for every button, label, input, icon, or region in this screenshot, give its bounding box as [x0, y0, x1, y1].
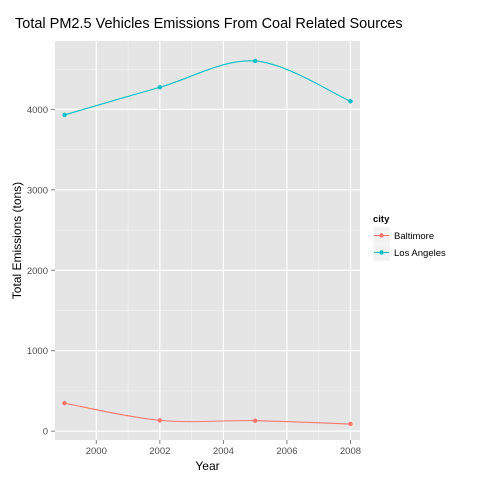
data-point-los-angeles	[348, 99, 353, 104]
chart-title: Total PM2.5 Vehicles Emissions From Coal…	[15, 16, 403, 32]
legend-title: city	[373, 214, 390, 225]
x-tick-label: 2000	[86, 446, 107, 457]
data-point-baltimore	[348, 421, 353, 427]
x-tick-label: 2006	[276, 446, 297, 457]
data-point-los-angeles	[157, 85, 163, 90]
legend-key-point	[379, 233, 384, 238]
data-point-baltimore	[252, 418, 258, 423]
data-point-los-angeles	[62, 112, 67, 118]
y-axis-title: Total Emissions (tons)	[10, 182, 24, 299]
legend-label: Los Angeles	[394, 248, 446, 259]
series-lines	[64, 60, 351, 425]
data-point-los-angeles	[252, 58, 258, 64]
y-tick-label: 4000	[27, 105, 48, 116]
x-axis: 2000 2002 2004 2006 2008	[86, 440, 361, 457]
legend-key-point	[379, 250, 384, 255]
y-axis: 0 1000 2000 3000 4000	[27, 105, 55, 438]
y-tick-label: 2000	[27, 266, 48, 277]
grid	[55, 41, 360, 440]
y-tick-label: 3000	[27, 185, 48, 196]
legend-label: Baltimore	[394, 231, 434, 242]
x-tick-label: 2008	[340, 446, 361, 457]
y-tick-label: 1000	[27, 346, 48, 357]
series-line-los-angeles	[64, 60, 351, 116]
legend: city Baltimore Los Angeles	[372, 214, 446, 262]
x-tick-label: 2004	[213, 446, 234, 457]
y-tick-label: 0	[43, 427, 48, 438]
series-points	[62, 58, 353, 427]
data-point-baltimore	[157, 418, 163, 423]
x-tick-label: 2002	[149, 446, 170, 457]
x-axis-title: Year	[195, 459, 219, 473]
plot-panel	[55, 41, 360, 440]
series-line-baltimore	[64, 402, 351, 425]
data-point-baltimore	[62, 401, 67, 406]
